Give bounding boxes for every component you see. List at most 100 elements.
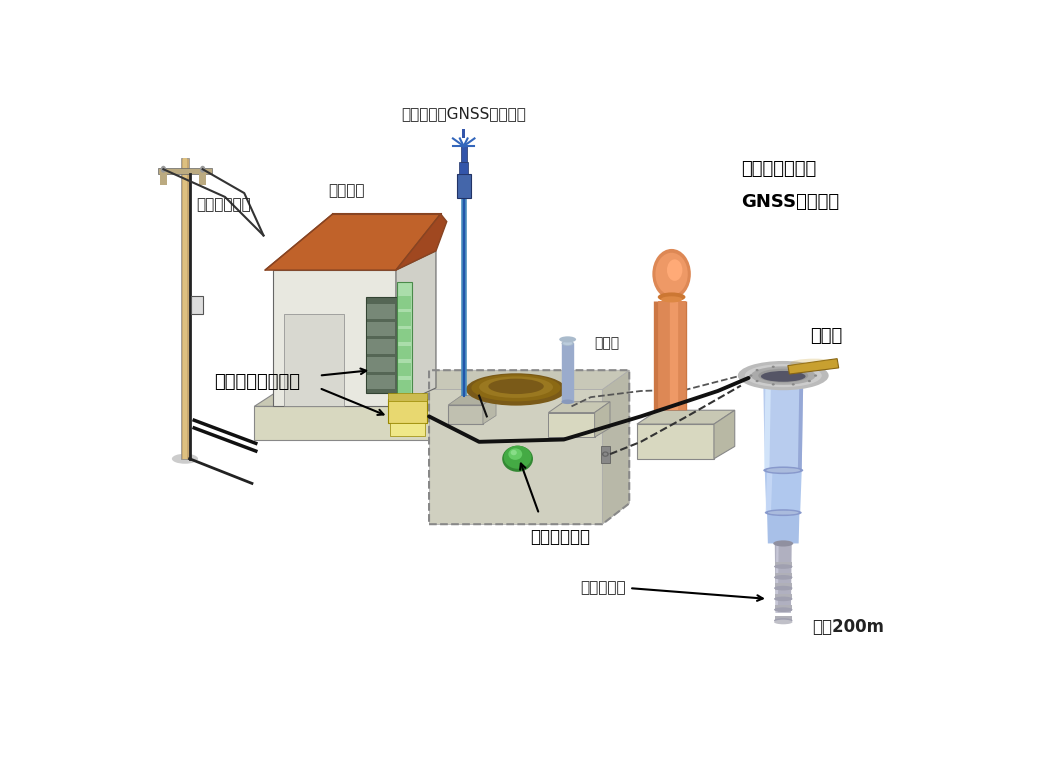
Bar	[457, 174, 471, 198]
Bar	[461, 145, 467, 161]
Polygon shape	[764, 379, 771, 470]
Ellipse shape	[602, 451, 608, 456]
Ellipse shape	[563, 341, 572, 345]
Polygon shape	[775, 543, 791, 613]
Ellipse shape	[471, 374, 561, 401]
Ellipse shape	[172, 453, 198, 463]
Ellipse shape	[808, 380, 811, 382]
Text: 電源・通信線: 電源・通信線	[197, 197, 251, 212]
Text: 観測小屋: 観測小屋	[329, 184, 365, 198]
Bar	[367, 322, 395, 336]
Ellipse shape	[503, 446, 531, 469]
Ellipse shape	[774, 564, 792, 569]
Ellipse shape	[755, 369, 758, 371]
Ellipse shape	[790, 359, 838, 368]
Bar	[158, 168, 212, 174]
Polygon shape	[254, 388, 480, 406]
Bar	[183, 158, 186, 459]
Bar	[160, 170, 167, 185]
Ellipse shape	[562, 340, 574, 346]
Ellipse shape	[745, 364, 822, 388]
Bar	[390, 422, 425, 436]
Polygon shape	[788, 359, 838, 374]
Bar	[775, 605, 791, 611]
Ellipse shape	[768, 511, 799, 515]
Polygon shape	[764, 470, 802, 512]
Bar	[199, 170, 206, 185]
Bar	[775, 594, 791, 601]
Text: 時刻較正用GNSSアンテナ: 時刻較正用GNSSアンテナ	[401, 106, 526, 122]
Bar	[367, 304, 395, 319]
Ellipse shape	[655, 253, 687, 295]
Ellipse shape	[466, 374, 566, 405]
Polygon shape	[272, 270, 396, 406]
Polygon shape	[430, 370, 629, 390]
Polygon shape	[548, 412, 595, 437]
Polygon shape	[602, 370, 629, 524]
Ellipse shape	[667, 260, 682, 281]
Ellipse shape	[791, 366, 795, 368]
Ellipse shape	[489, 379, 544, 394]
Ellipse shape	[808, 369, 811, 371]
Ellipse shape	[774, 597, 792, 601]
Ellipse shape	[479, 377, 553, 398]
Polygon shape	[430, 390, 602, 524]
Bar	[775, 616, 791, 622]
Bar	[396, 281, 412, 397]
Ellipse shape	[751, 367, 815, 385]
Ellipse shape	[814, 374, 817, 377]
Ellipse shape	[560, 336, 576, 343]
Text: 広帯域地震計: 広帯域地震計	[530, 528, 590, 546]
Ellipse shape	[764, 509, 802, 516]
Bar	[388, 399, 426, 422]
Ellipse shape	[772, 366, 775, 368]
Ellipse shape	[652, 249, 691, 299]
Bar	[367, 339, 395, 354]
Polygon shape	[636, 424, 713, 459]
Ellipse shape	[603, 453, 607, 456]
Bar	[775, 584, 791, 590]
Ellipse shape	[774, 575, 792, 580]
Ellipse shape	[761, 371, 806, 382]
Ellipse shape	[773, 540, 794, 546]
Ellipse shape	[758, 369, 808, 383]
Bar	[398, 329, 411, 343]
Polygon shape	[548, 401, 610, 412]
Bar	[775, 562, 791, 568]
Bar	[462, 129, 465, 139]
Bar	[398, 346, 411, 360]
Bar	[398, 381, 411, 393]
Ellipse shape	[509, 449, 522, 460]
Ellipse shape	[774, 620, 792, 625]
Polygon shape	[713, 410, 734, 459]
Ellipse shape	[161, 166, 166, 173]
Polygon shape	[448, 405, 483, 424]
Ellipse shape	[774, 586, 792, 591]
Ellipse shape	[750, 374, 753, 377]
Ellipse shape	[772, 383, 775, 385]
Ellipse shape	[657, 292, 685, 301]
Bar	[459, 161, 468, 174]
Ellipse shape	[562, 399, 574, 404]
Polygon shape	[396, 214, 447, 270]
Ellipse shape	[660, 296, 682, 302]
Bar	[398, 363, 411, 377]
Ellipse shape	[766, 468, 800, 473]
Polygon shape	[595, 401, 610, 437]
Ellipse shape	[755, 380, 758, 382]
Polygon shape	[798, 379, 803, 470]
Ellipse shape	[791, 383, 795, 385]
Bar	[398, 295, 411, 308]
Text: テレメーター装置: テレメーター装置	[214, 373, 301, 391]
Ellipse shape	[502, 446, 534, 472]
Polygon shape	[483, 395, 496, 424]
Polygon shape	[452, 388, 480, 439]
Bar	[366, 297, 396, 393]
Text: 雨量計: 雨量計	[595, 336, 620, 350]
Text: 地震傾斜計: 地震傾斜計	[579, 580, 625, 596]
Bar	[398, 312, 411, 326]
Polygon shape	[448, 395, 496, 405]
Polygon shape	[254, 406, 452, 439]
Text: 地殻変動観測用: 地殻変動観測用	[740, 160, 816, 177]
Polygon shape	[765, 470, 773, 512]
